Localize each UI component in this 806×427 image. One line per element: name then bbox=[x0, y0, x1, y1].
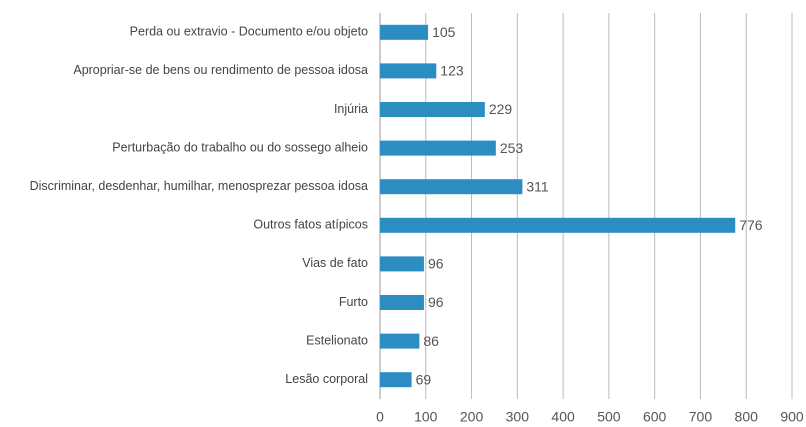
category-label: Apropriar-se de bens ou rendimento de pe… bbox=[73, 63, 368, 77]
data-label: 96 bbox=[428, 294, 444, 310]
x-tick-label: 600 bbox=[643, 409, 667, 425]
x-tick-label: 100 bbox=[414, 409, 438, 425]
x-tick-label: 500 bbox=[597, 409, 621, 425]
bar bbox=[380, 63, 437, 79]
data-label: 776 bbox=[739, 217, 763, 233]
x-tick-label: 400 bbox=[551, 409, 575, 425]
x-tick-label: 0 bbox=[376, 409, 384, 425]
data-label: 229 bbox=[489, 101, 513, 117]
bar bbox=[380, 179, 523, 195]
category-label: Perda ou extravio - Documento e/ou objet… bbox=[130, 25, 368, 39]
category-label: Estelionato bbox=[306, 333, 368, 347]
category-label: Injúria bbox=[334, 102, 368, 116]
data-label: 69 bbox=[416, 371, 432, 387]
data-label: 96 bbox=[428, 256, 444, 272]
data-label: 123 bbox=[440, 63, 464, 79]
data-label: 105 bbox=[432, 24, 456, 40]
data-label: 311 bbox=[526, 178, 549, 194]
bar bbox=[380, 217, 736, 233]
x-tick-label: 300 bbox=[506, 409, 530, 425]
category-label: Furto bbox=[339, 295, 368, 309]
category-label: Lesão corporal bbox=[285, 372, 368, 386]
category-label: Outros fatos atípicos bbox=[253, 218, 368, 232]
bar bbox=[380, 372, 412, 388]
bar bbox=[380, 333, 420, 349]
x-tick-label: 900 bbox=[780, 409, 804, 425]
x-tick-label: 200 bbox=[460, 409, 484, 425]
bar bbox=[380, 295, 424, 310]
category-label: Perturbação do trabalho ou do sossego al… bbox=[112, 140, 368, 154]
data-label: 86 bbox=[423, 333, 439, 349]
x-tick-label: 800 bbox=[735, 409, 759, 425]
category-label: Vias de fato bbox=[302, 256, 368, 270]
x-tick-label: 700 bbox=[689, 409, 713, 425]
bar bbox=[380, 102, 485, 117]
category-label: Discriminar, desdenhar, humilhar, menosp… bbox=[30, 179, 368, 193]
bar bbox=[380, 256, 424, 272]
bar bbox=[380, 140, 496, 156]
bar bbox=[380, 24, 429, 40]
data-label: 253 bbox=[500, 140, 524, 156]
